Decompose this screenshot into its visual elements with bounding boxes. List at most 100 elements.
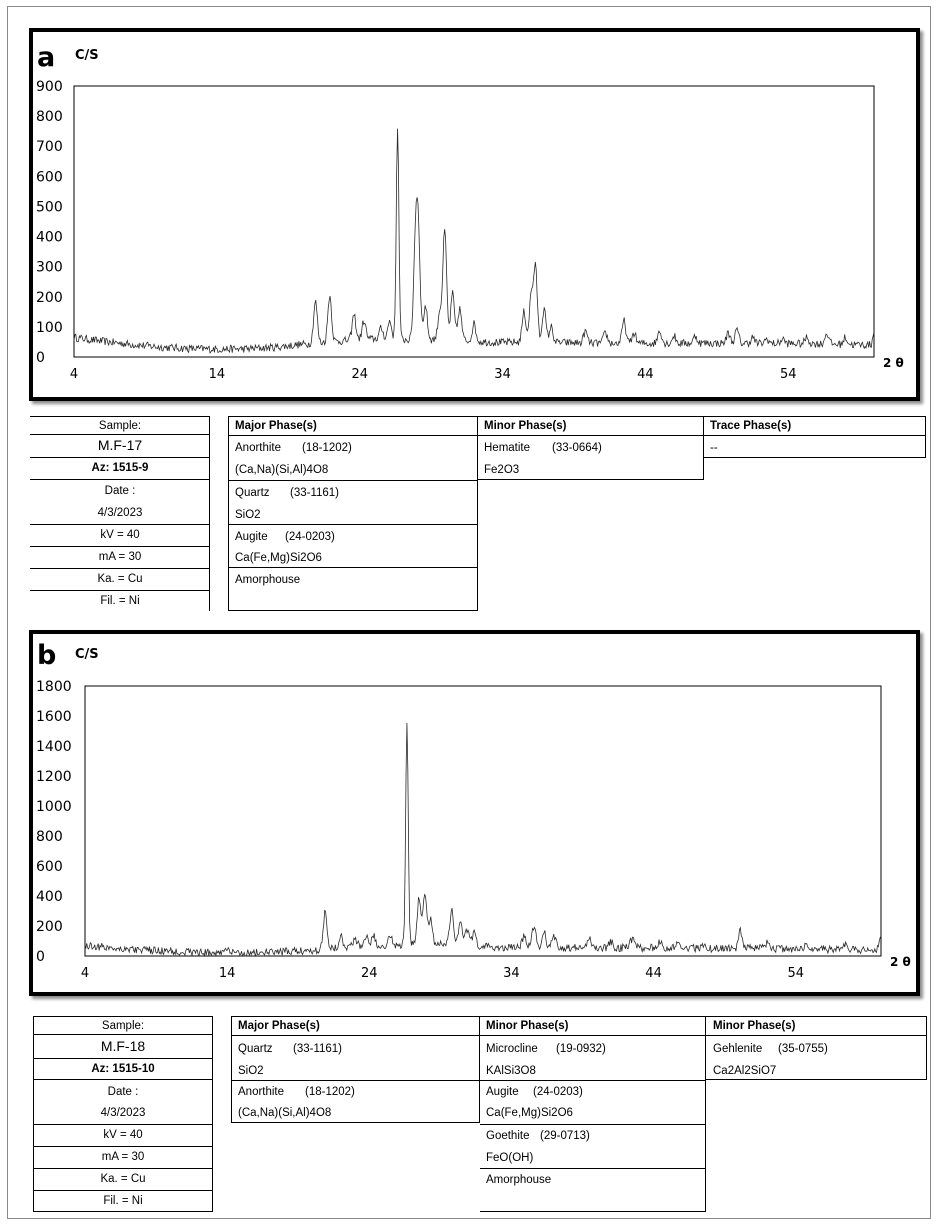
y-tick-label: 800 bbox=[36, 109, 63, 125]
panel-letter-a: a bbox=[37, 42, 56, 73]
x-tick-label: 54 bbox=[780, 367, 797, 382]
plot-area-b: 0 200 400 600 800 1000 1200 1400 1600 1800 4 14 24 34… bbox=[36, 679, 911, 981]
plot-frame bbox=[73, 85, 875, 358]
phase-code: (29-0713) bbox=[540, 1130, 590, 1142]
x-tick-label: 54 bbox=[787, 966, 804, 981]
y-tick-label: 900 bbox=[36, 79, 63, 95]
panel-letter-b: b bbox=[37, 640, 57, 671]
sample-kv: kV = 40 bbox=[100, 529, 140, 541]
peak-point bbox=[325, 910, 326, 911]
y-tick-label: 800 bbox=[36, 829, 63, 845]
sample-ka: Ka. = Cu bbox=[97, 573, 143, 585]
trace-value: -- bbox=[710, 442, 718, 454]
sample-fil: Fil. = Ni bbox=[103, 1195, 143, 1207]
peak-point bbox=[623, 320, 624, 321]
peak-point bbox=[736, 329, 737, 330]
peak-point bbox=[452, 293, 453, 294]
x-tick-label: 4 bbox=[81, 966, 89, 981]
x-tick-label: 34 bbox=[494, 367, 511, 382]
phase-name: Hematite bbox=[484, 442, 531, 454]
sample-ka: Ka. = Cu bbox=[100, 1173, 146, 1185]
sample-name: M.F-18 bbox=[100, 1038, 146, 1054]
peak-point bbox=[315, 301, 316, 302]
peak-point bbox=[535, 268, 536, 269]
peak-point bbox=[544, 931, 545, 932]
y-tick-label: 500 bbox=[36, 199, 63, 215]
peak-point bbox=[459, 308, 460, 309]
phase-name: Quartz bbox=[238, 1043, 273, 1055]
y-tick-label: 1800 bbox=[36, 679, 72, 695]
phase-formula: Ca2Al2SiO7 bbox=[713, 1065, 777, 1077]
y-tick-label: 600 bbox=[36, 169, 63, 185]
peak-point bbox=[430, 918, 431, 919]
peak-point bbox=[633, 332, 634, 333]
peak-point bbox=[444, 230, 445, 231]
minor2-header: Minor Phase(s) bbox=[713, 1020, 796, 1032]
xrd-pattern-line bbox=[84, 722, 882, 958]
peak-point bbox=[363, 320, 364, 321]
sample-fil: Fil. = Ni bbox=[100, 595, 140, 607]
x-tick-label: 24 bbox=[361, 966, 378, 981]
x-tick-label: 14 bbox=[209, 367, 226, 382]
y-tick-label: 600 bbox=[36, 859, 63, 875]
y-axis-label-a: C/S bbox=[75, 48, 99, 63]
peak-point bbox=[366, 934, 367, 935]
phase-formula: (Ca,Na)(Si,Al)4O8 bbox=[235, 464, 329, 476]
peak-point bbox=[424, 895, 425, 896]
peak-point bbox=[415, 248, 416, 249]
sample-title: Sample: bbox=[101, 1020, 145, 1032]
phase-name: Goethite bbox=[486, 1130, 530, 1142]
peak-point bbox=[451, 910, 452, 911]
phase-formula: Fe2O3 bbox=[484, 464, 520, 476]
xrd-chart-a bbox=[29, 28, 920, 401]
phase-code: (33-1161) bbox=[293, 1043, 343, 1055]
peak-point bbox=[474, 933, 475, 934]
peak-point bbox=[418, 237, 419, 238]
phase-formula: SiO2 bbox=[235, 509, 261, 521]
peak-point bbox=[845, 944, 846, 945]
xrd-pattern-line bbox=[73, 128, 875, 354]
peak-point bbox=[425, 305, 426, 306]
peak-point bbox=[406, 724, 407, 725]
peak-point bbox=[397, 125, 398, 126]
minor-header: Minor Phase(s) bbox=[484, 420, 567, 432]
phase-code: (35-0755) bbox=[778, 1043, 828, 1055]
phase-code: (24-0203) bbox=[533, 1086, 583, 1098]
x-axis-label: 2 θ bbox=[883, 356, 904, 370]
peak-point bbox=[766, 338, 767, 339]
peak-point bbox=[534, 925, 535, 926]
sample-az: Az: 1515-10 bbox=[91, 1063, 155, 1075]
peak-point bbox=[460, 922, 461, 923]
x-tick-label: 44 bbox=[645, 966, 662, 981]
y-tick-label: 200 bbox=[36, 290, 63, 306]
peak-point bbox=[531, 296, 532, 297]
phase-formula: KAlSi3O8 bbox=[486, 1065, 536, 1077]
y-tick-label: 200 bbox=[36, 919, 63, 935]
sample-name: M.F-17 bbox=[97, 437, 143, 453]
peak-point bbox=[439, 311, 440, 312]
phase-code: (18-1202) bbox=[302, 442, 352, 454]
y-tick-label: 0 bbox=[36, 350, 45, 366]
x-axis-label: 2 θ bbox=[890, 955, 911, 969]
peak-point bbox=[524, 934, 525, 935]
y-tick-label: 700 bbox=[36, 139, 63, 155]
phase-name: Anorthite bbox=[238, 1086, 285, 1098]
peak-point bbox=[543, 308, 544, 309]
minor-header: Minor Phase(s) bbox=[486, 1020, 569, 1032]
y-tick-label: 1600 bbox=[36, 709, 72, 725]
peak-point bbox=[390, 934, 391, 935]
y-tick-label: 1000 bbox=[36, 799, 72, 815]
x-tick-label: 34 bbox=[503, 966, 520, 981]
peak-point bbox=[373, 936, 374, 937]
y-tick-label: 400 bbox=[36, 230, 63, 246]
y-tick-label: 1200 bbox=[36, 769, 72, 785]
major-header: Major Phase(s) bbox=[235, 420, 317, 432]
y-tick-label: 1400 bbox=[36, 739, 72, 755]
sample-date: 4/3/2023 bbox=[100, 1107, 146, 1119]
peak-point bbox=[845, 337, 846, 338]
peak-point bbox=[553, 936, 554, 937]
sample-kv: kV = 40 bbox=[103, 1129, 143, 1141]
trace-header: Trace Phase(s) bbox=[710, 420, 792, 432]
peak-point bbox=[695, 335, 696, 336]
phase-name: Amorphouse bbox=[235, 574, 301, 586]
